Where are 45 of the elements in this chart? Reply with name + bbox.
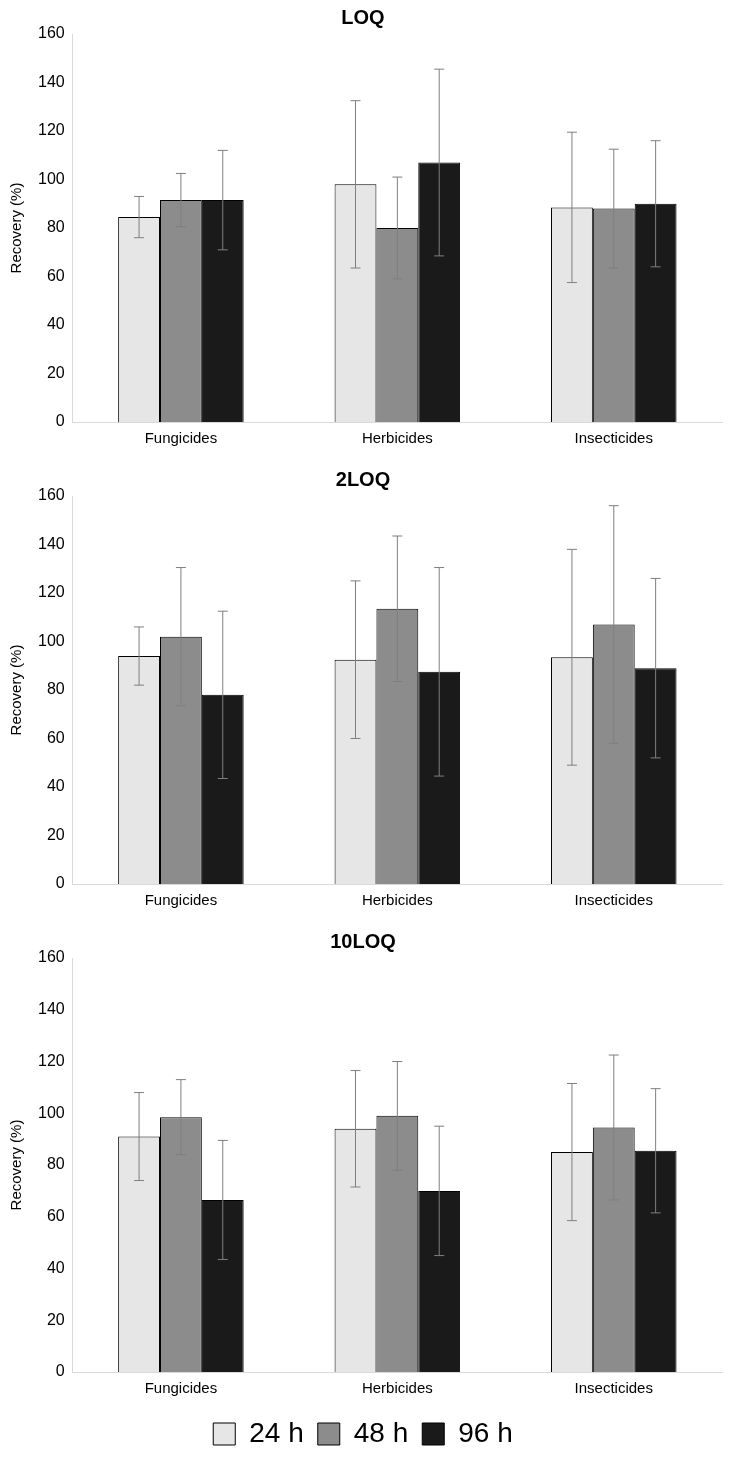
y-tick-label: 100 [37,631,65,649]
y-tick-label: 40 [46,777,65,795]
x-tick-label: Fungicides [144,1379,218,1397]
legend-label: 48 h [353,1416,409,1448]
legend-label: 96 h [458,1416,513,1448]
y-tick-label: 160 [37,24,65,42]
y-tick-label: 120 [37,583,65,601]
chart-title: LOQ [341,5,385,28]
y-tick-label: 160 [37,486,65,504]
y-tick-label: 40 [46,315,65,333]
chart-title: 10LOQ [330,929,396,952]
y-tick-label: 100 [37,169,65,187]
y-tick-label: 20 [46,363,65,381]
y-tick-label: 140 [37,534,65,552]
y-tick-label: 140 [37,1000,65,1018]
y-tick-label: 80 [46,680,65,698]
y-tick-label: 140 [37,72,65,90]
y-tick-label: 0 [55,412,65,430]
y-tick-label: 100 [37,1103,65,1121]
x-tick-label: Insecticides [574,429,653,447]
y-tick-label: 20 [46,1310,65,1328]
x-tick-label: Herbicides [361,429,433,447]
y-tick-label: 0 [55,1362,65,1380]
y-axis-title: Recovery (%) [7,1119,25,1211]
y-axis-title: Recovery (%) [7,182,25,274]
chart-title: 2LOQ [335,467,391,490]
x-tick-label: Fungicides [144,429,218,447]
x-tick-label: Insecticides [574,891,653,909]
y-tick-label: 0 [55,874,65,892]
y-tick-label: 80 [46,218,65,236]
y-axis-title: Recovery (%) [7,644,25,736]
x-tick-label: Insecticides [574,1379,653,1397]
y-tick-label: 40 [46,1258,65,1276]
legend-label: 24 h [249,1416,304,1448]
x-tick-label: Fungicides [144,891,218,909]
y-tick-label: 20 [46,825,65,843]
y-tick-label: 60 [46,1207,65,1225]
y-tick-label: 160 [37,948,65,966]
x-tick-label: Herbicides [361,891,433,909]
y-tick-label: 60 [46,266,65,284]
y-tick-label: 60 [46,728,65,746]
y-tick-label: 120 [37,121,65,139]
y-tick-label: 120 [37,1051,65,1069]
x-tick-label: Herbicides [361,1379,433,1397]
y-tick-label: 80 [46,1155,65,1173]
